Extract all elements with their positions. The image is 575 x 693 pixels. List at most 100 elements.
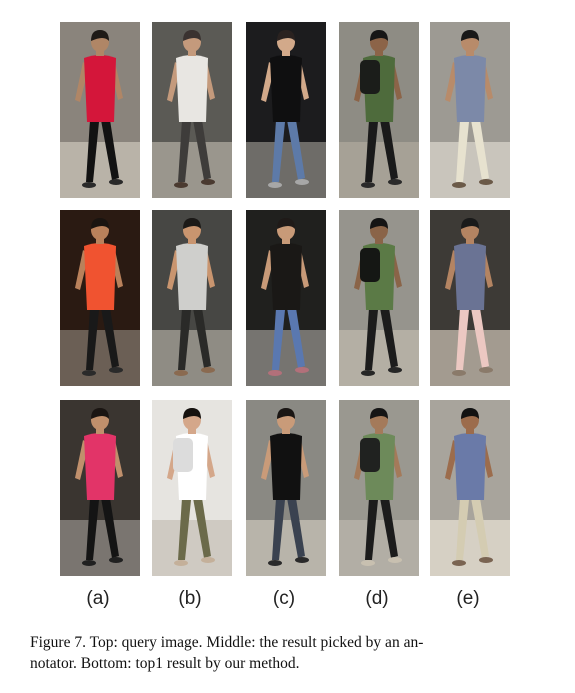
right-leg	[101, 498, 119, 558]
right-leg	[380, 498, 398, 558]
left-shoe	[452, 560, 466, 566]
hair	[461, 30, 479, 41]
right-leg	[471, 498, 489, 558]
left-shoe	[268, 370, 282, 376]
right-shoe	[109, 367, 123, 373]
person-image	[430, 22, 510, 198]
left-leg	[456, 120, 469, 182]
left-shoe	[174, 560, 188, 566]
torso	[176, 55, 208, 122]
person-crop-query-2	[152, 22, 232, 198]
left-leg	[178, 308, 191, 370]
left-shoe	[268, 560, 282, 566]
person-image	[60, 400, 140, 576]
left-leg	[365, 498, 378, 560]
right-shoe	[201, 179, 215, 185]
ground	[339, 520, 419, 576]
right-shoe	[479, 557, 493, 563]
person-crop-method-1	[60, 400, 140, 576]
person-crop-query-1	[60, 22, 140, 198]
right-leg	[101, 308, 119, 368]
person-image	[430, 400, 510, 576]
column-label-e: (e)	[456, 588, 480, 609]
caption-line-2: notator. Bottom: top1 result by our meth…	[30, 655, 300, 672]
ground	[60, 142, 140, 198]
hair	[277, 30, 295, 41]
left-leg	[86, 308, 99, 370]
right-leg	[471, 308, 489, 368]
ground	[60, 520, 140, 576]
hair	[91, 30, 109, 41]
person-crop-query-3	[246, 22, 326, 198]
hair	[183, 218, 201, 229]
backpack	[360, 248, 380, 282]
left-shoe	[452, 370, 466, 376]
right-leg	[380, 120, 398, 180]
person-image	[339, 210, 419, 386]
left-leg	[456, 308, 469, 370]
left-shoe	[452, 182, 466, 188]
left-leg	[272, 498, 285, 560]
hair	[370, 408, 388, 419]
left-shoe	[361, 370, 375, 376]
ground	[246, 330, 326, 386]
ground	[430, 520, 510, 576]
person-image	[152, 22, 232, 198]
torso	[270, 55, 302, 122]
left-leg	[86, 120, 99, 182]
column-label-d: (d)	[365, 588, 389, 609]
hair	[370, 30, 388, 41]
person-image	[246, 22, 326, 198]
right-leg	[193, 120, 211, 180]
person-crop-annotator-5	[430, 210, 510, 386]
ground	[430, 142, 510, 198]
left-leg	[365, 308, 378, 370]
left-shoe	[361, 560, 375, 566]
ground	[152, 520, 232, 576]
torso	[454, 433, 486, 500]
right-leg	[101, 120, 119, 180]
ground	[246, 142, 326, 198]
right-leg	[193, 498, 211, 558]
right-leg	[471, 120, 489, 180]
person-crop-annotator-1	[60, 210, 140, 386]
person-image	[339, 400, 419, 576]
right-shoe	[388, 557, 402, 563]
column-label-b: (b)	[178, 588, 202, 609]
person-crop-annotator-4	[339, 210, 419, 386]
person-crop-query-5	[430, 22, 510, 198]
left-leg	[178, 120, 191, 182]
left-leg	[178, 498, 191, 560]
ground	[339, 330, 419, 386]
column-label-c: (c)	[272, 588, 296, 609]
figure-caption: Figure 7. Top: query image. Middle: the …	[30, 632, 550, 674]
person-crop-method-4	[339, 400, 419, 576]
person-image	[60, 22, 140, 198]
hair	[277, 408, 295, 419]
right-shoe	[388, 179, 402, 185]
torso	[454, 243, 486, 310]
person-image	[152, 400, 232, 576]
left-shoe	[82, 560, 96, 566]
right-shoe	[295, 557, 309, 563]
hair	[183, 30, 201, 41]
person-crop-method-5	[430, 400, 510, 576]
right-leg	[380, 308, 398, 368]
hair	[461, 218, 479, 229]
right-leg	[193, 308, 211, 368]
torso	[270, 433, 302, 500]
person-crop-query-4	[339, 22, 419, 198]
backpack	[360, 60, 380, 94]
left-shoe	[174, 182, 188, 188]
person-image	[246, 400, 326, 576]
backpack	[173, 438, 193, 472]
ground	[152, 142, 232, 198]
right-shoe	[479, 179, 493, 185]
hair	[461, 408, 479, 419]
right-shoe	[201, 557, 215, 563]
left-shoe	[82, 182, 96, 188]
ground	[430, 330, 510, 386]
right-shoe	[295, 179, 309, 185]
caption-line-1: Figure 7. Top: query image. Middle: the …	[30, 634, 424, 651]
right-shoe	[109, 557, 123, 563]
